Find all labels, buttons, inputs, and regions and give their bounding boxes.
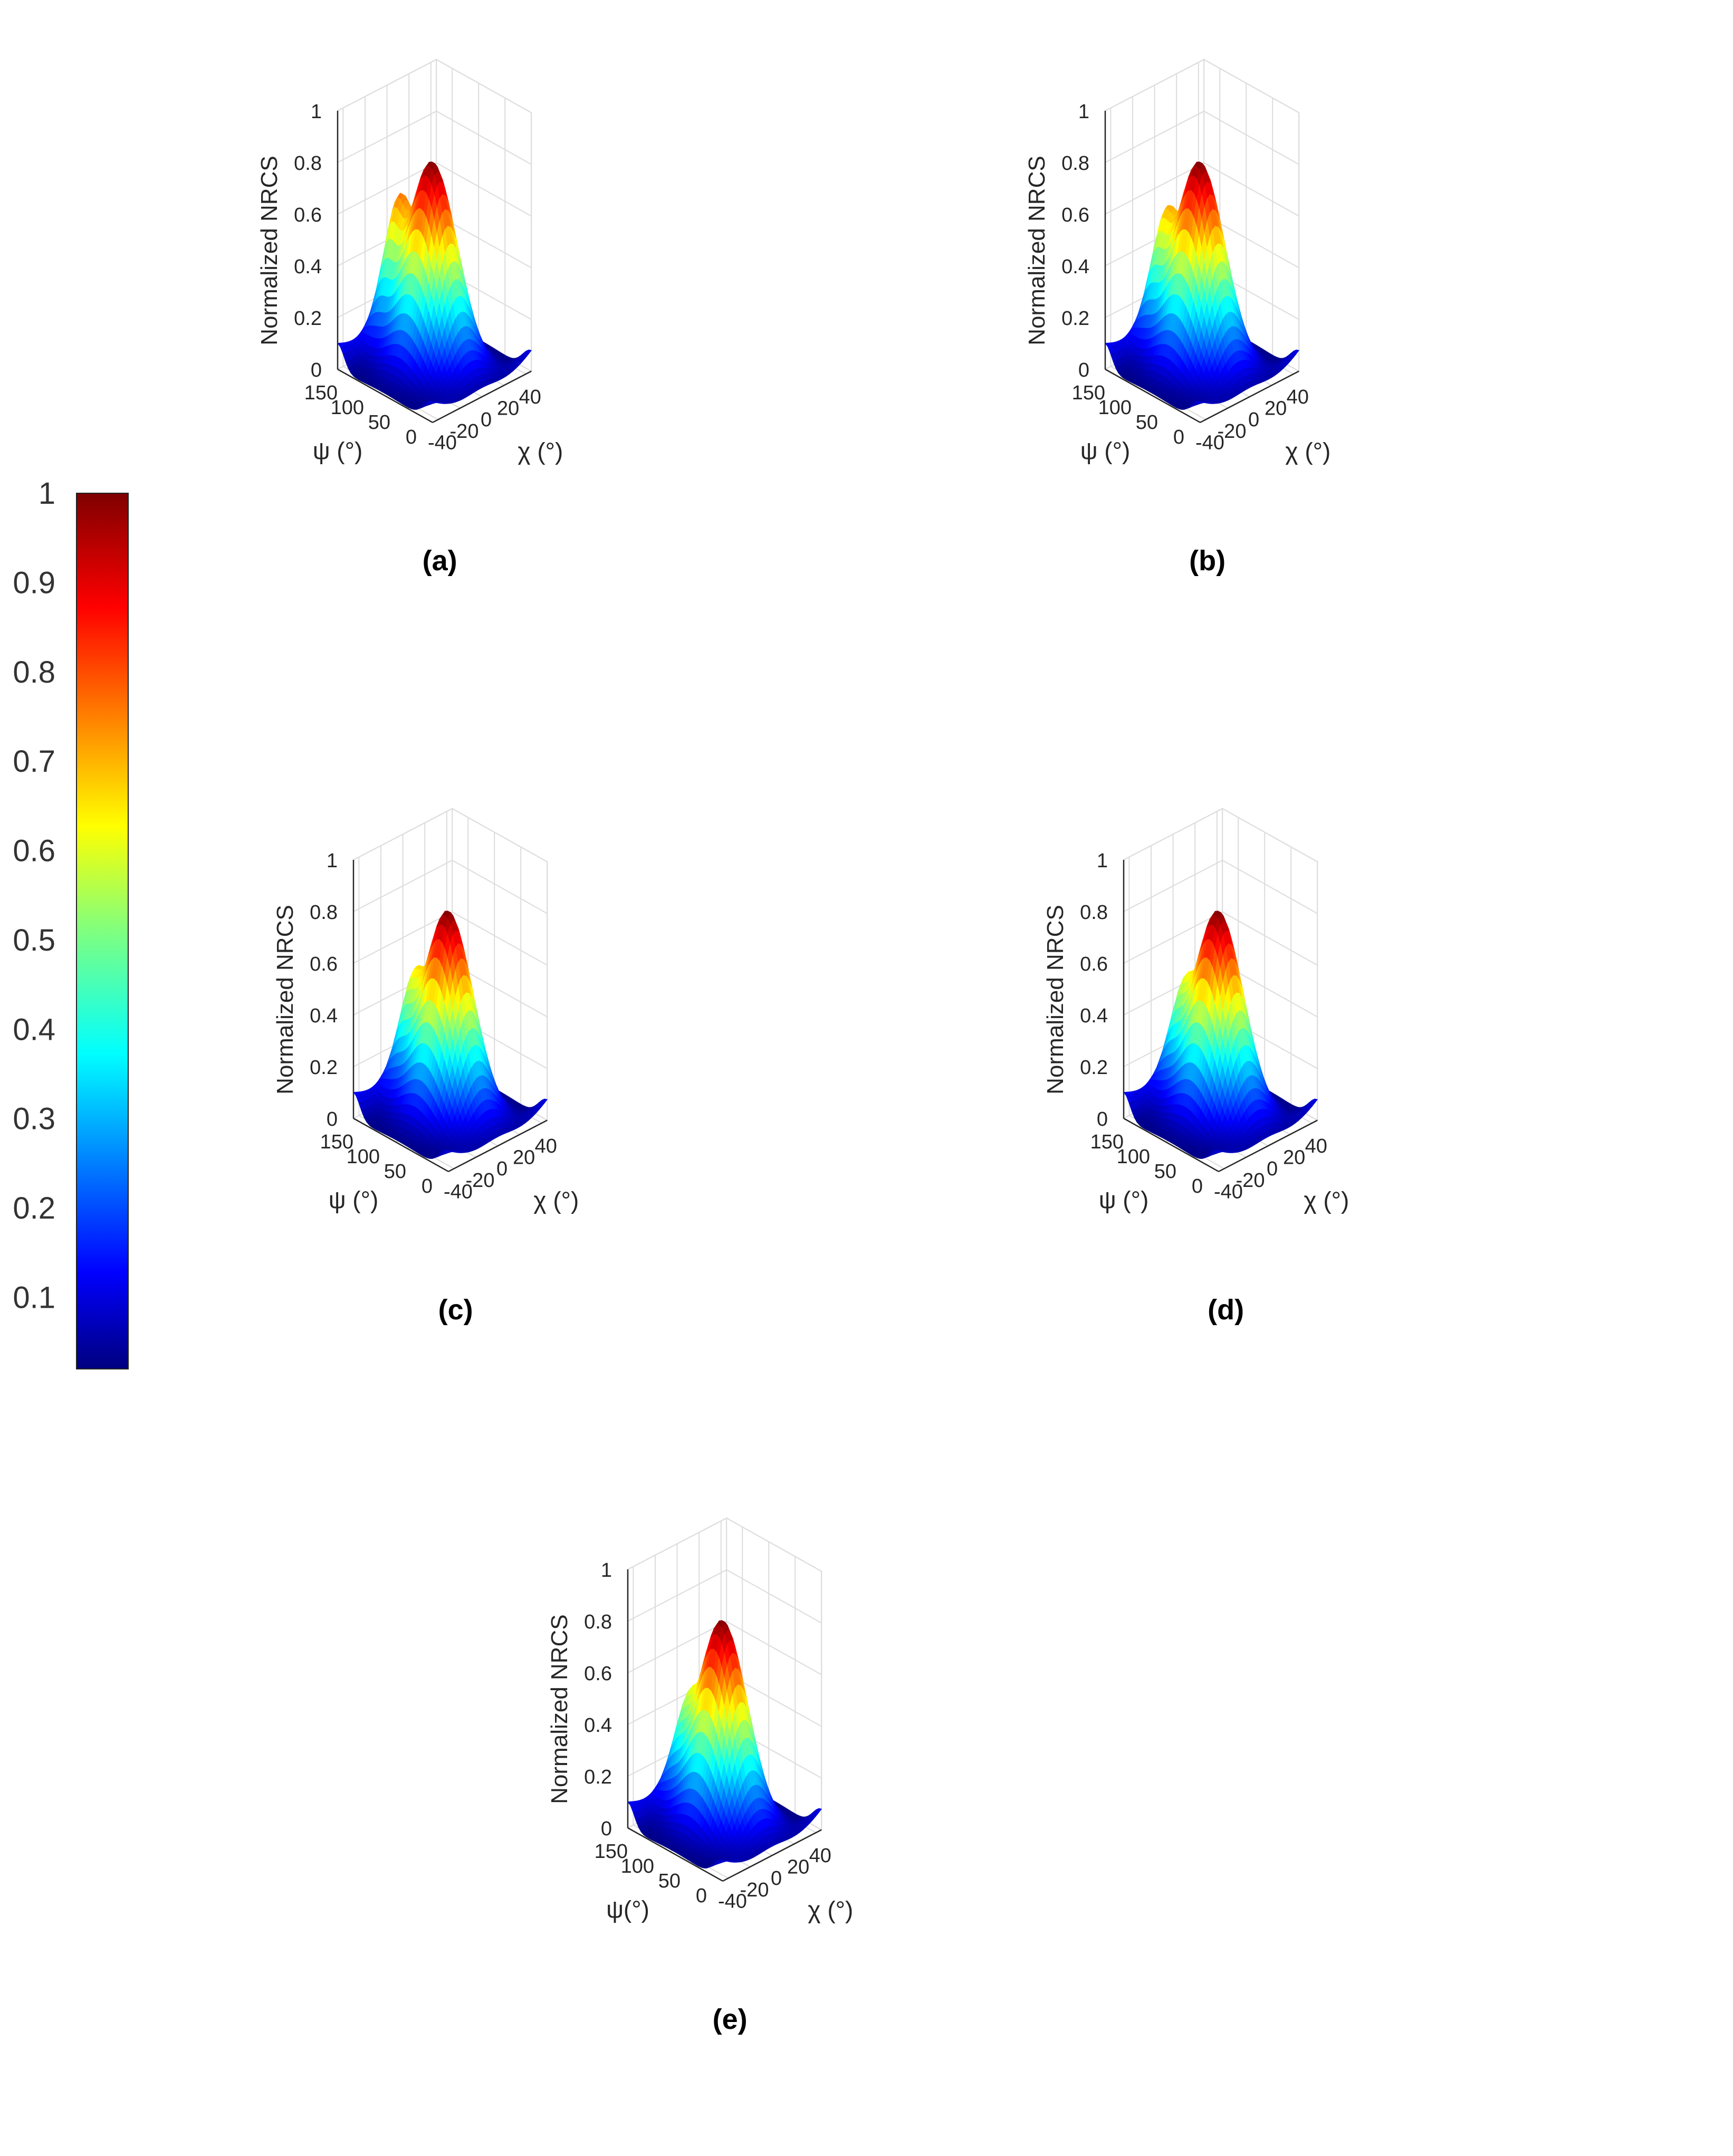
z-tick-label: 0.6 xyxy=(1061,204,1089,226)
z-tick-label: 0.6 xyxy=(294,204,322,226)
panel-label: (a) xyxy=(423,545,457,577)
z-tick-label: 0.4 xyxy=(310,1005,338,1027)
colorbar-tick-label: 0.3 xyxy=(13,1102,55,1136)
chi-tick-label: -20 xyxy=(1218,420,1247,443)
surface-panel-3: 00.20.40.60.81050100150-40-2002040Normal… xyxy=(1042,808,1349,1326)
chi-tick-label: 0 xyxy=(481,409,492,431)
colorbar-tick-label: 0.6 xyxy=(13,834,55,868)
chi-tick-label: 20 xyxy=(513,1147,535,1169)
surface-panel-0: 00.20.40.60.81050100150-40-2002040Normal… xyxy=(256,59,563,577)
z-tick-label: 0.4 xyxy=(294,256,322,278)
chi-tick-label: -20 xyxy=(450,420,479,443)
chi-tick-label: 40 xyxy=(1287,386,1309,408)
z-axis-title: Normalized NRCS xyxy=(1024,156,1050,345)
z-axis-title: Normalized NRCS xyxy=(256,156,282,345)
z-tick-label: 0 xyxy=(327,1108,338,1130)
z-tick-label: 0.8 xyxy=(1061,152,1089,175)
chi-tick-label: 0 xyxy=(1248,409,1259,431)
z-tick-label: 0 xyxy=(1078,359,1089,381)
psi-tick-label: 50 xyxy=(384,1161,406,1183)
z-gridline xyxy=(337,110,532,165)
z-gridline xyxy=(337,59,532,113)
chi-tick-label: 20 xyxy=(497,398,519,420)
psi-tick-label: 150 xyxy=(320,1131,353,1153)
z-tick-label: 1 xyxy=(311,101,322,123)
z-tick-label: 0 xyxy=(311,359,322,381)
chi-axis-title: χ (°) xyxy=(518,437,563,465)
psi-tick-label: 0 xyxy=(422,1175,433,1197)
z-axis-title: Normalized NRCS xyxy=(272,905,298,1094)
chi-axis-title: χ (°) xyxy=(1285,437,1330,465)
panel-label: (c) xyxy=(438,1294,473,1326)
psi-axis-title: ψ (°) xyxy=(1080,437,1131,464)
psi-tick-label: 150 xyxy=(304,382,338,404)
chi-tick-label: 20 xyxy=(1265,398,1287,420)
z-tick-label: 0.2 xyxy=(310,1057,338,1079)
z-tick-label: 0.6 xyxy=(310,953,338,975)
z-tick-label: 0.8 xyxy=(294,152,322,175)
z-tick-label: 0.4 xyxy=(1061,256,1089,278)
colorbar-tick-label: 0.8 xyxy=(13,655,55,689)
chi-tick-label: 0 xyxy=(496,1158,508,1180)
surface-panels: 00.20.40.60.81050100150-40-2002040Normal… xyxy=(256,59,1349,2035)
z-tick-label: 1 xyxy=(327,850,338,872)
psi-tick-label: 50 xyxy=(368,411,390,434)
chi-tick-label: 40 xyxy=(535,1135,557,1157)
psi-tick-label: 0 xyxy=(406,426,417,448)
colorbar: 0.1 0.2 0.3 0.4 0.5 0.6 0.7 0.8 0.9 1 xyxy=(13,476,129,1369)
colorbar-gradient xyxy=(76,493,129,1369)
surface-mesh xyxy=(337,161,532,410)
z-gridline xyxy=(337,162,532,217)
psi-axis-title: ψ (°) xyxy=(313,437,363,464)
surface-panel-2: 00.20.40.60.81050100150-40-2002040Normal… xyxy=(272,808,579,1326)
chi-axis-title: χ (°) xyxy=(533,1186,579,1214)
z-tick-label: 1 xyxy=(1078,101,1089,123)
colorbar-tick-label: 0.7 xyxy=(13,744,55,779)
z-tick-label: 0.8 xyxy=(310,902,338,924)
colorbar-tick-label: 0.4 xyxy=(13,1012,55,1047)
colorbar-tick-label: 0.1 xyxy=(13,1280,55,1315)
colorbar-tick-label: 1 xyxy=(39,476,55,511)
colorbar-tick-label: 0.9 xyxy=(13,566,55,600)
psi-axis-title: ψ (°) xyxy=(329,1186,379,1213)
z-tick-label: 0.2 xyxy=(1061,308,1089,330)
panel-label: (b) xyxy=(1189,545,1225,577)
psi-tick-label: 150 xyxy=(1072,382,1105,404)
chi-tick-label: 40 xyxy=(519,386,541,408)
psi-tick-label: 0 xyxy=(1173,426,1184,448)
chi-tick-label: -20 xyxy=(466,1170,495,1192)
colorbar-tick-label: 0.2 xyxy=(13,1191,55,1225)
colorbar-tick-label: 0.5 xyxy=(13,923,55,957)
z-tick-label: 0.2 xyxy=(294,308,322,330)
psi-tick-label: 50 xyxy=(1136,411,1158,434)
surface-panel-1: 00.20.40.60.81050100150-40-2002040Normal… xyxy=(1024,59,1330,577)
